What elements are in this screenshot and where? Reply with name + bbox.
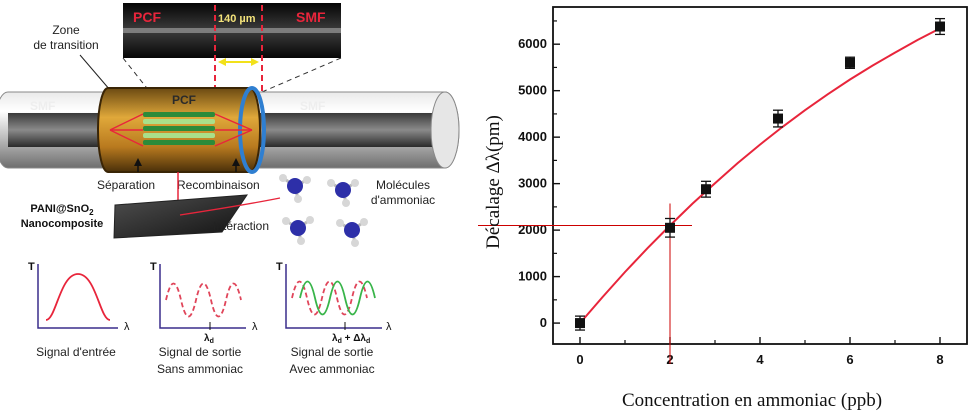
x-tick-label: 0 — [576, 352, 583, 367]
gap-arrow-left-head — [218, 58, 226, 66]
ammonia-molecule — [327, 179, 359, 207]
shifted-signal-curve — [299, 280, 376, 316]
separation-arrow-head — [134, 158, 142, 166]
light-rays — [109, 113, 253, 147]
lambda-d-marker: λd — [204, 333, 214, 345]
panel-without-x: λ — [252, 321, 258, 333]
air-hole-lattice — [143, 112, 215, 145]
sensor-schematic: PCF 140 µm SMF Zone de transition SMF SMF… — [0, 0, 470, 415]
ammonia-molecule — [282, 216, 314, 245]
interaction-line — [179, 197, 281, 216]
molecules-label: Molécules d'ammoniac — [371, 178, 435, 207]
recombination-arrow-head — [232, 158, 240, 166]
micrograph-gap-label: 140 µm — [218, 13, 256, 25]
transition-zone-pointer — [79, 54, 111, 91]
transition-zone-label: Zone de transition — [33, 23, 98, 52]
lambda-shift-marker: λd + Δλd — [332, 333, 370, 345]
left-smf-label: SMF — [30, 99, 55, 113]
data-point — [773, 113, 783, 124]
data-points-group — [575, 17, 945, 331]
ammonia-molecule — [279, 174, 311, 203]
material-label: PANI@SnO2 Nanocomposite — [21, 203, 104, 230]
panel-output-without: T λ λd Signal de sortie Sans ammoniac — [150, 261, 258, 376]
panel-without-axes — [159, 264, 246, 329]
fit-curve — [579, 27, 941, 324]
interaction-label: Intéraction — [213, 219, 269, 233]
panel-with-caption: Signal de sortie Avec ammoniac — [289, 345, 374, 376]
chart-y-label: Décalage Δλ(pm) — [483, 115, 504, 249]
panel-with-y: T — [276, 261, 283, 273]
y-tick-label: 4000 — [518, 129, 547, 144]
panel-input-axes — [37, 264, 118, 329]
chart-x-label: Concentration en ammoniac (ppb) — [622, 390, 882, 411]
pcf-label: PCF — [172, 93, 196, 107]
fit-curve-group — [579, 27, 941, 324]
zoom-line-left — [122, 57, 151, 93]
y-tick-label: 3000 — [518, 176, 547, 191]
recombination-label: Recombinaison — [177, 178, 260, 192]
y-tick-label: 2000 — [518, 222, 547, 237]
panel-without-caption: Signal de sortie Sans ammoniac — [157, 345, 243, 376]
panel-input-y: T — [28, 261, 35, 273]
y-tick-label: 1000 — [518, 269, 547, 284]
data-point — [575, 318, 585, 329]
data-point — [935, 21, 945, 32]
reference-signal-curve — [291, 280, 368, 316]
panel-input-caption: Signal d'entrée — [36, 345, 116, 359]
plot-frame — [552, 6, 968, 345]
fiber-end-face — [430, 91, 460, 169]
panel-without-y: T — [150, 261, 157, 273]
panel-input: T λ Signal d'entrée — [28, 261, 130, 359]
panel-output-with: T λ λd + Δλd Signal de sortie Avec ammoni… — [276, 261, 392, 376]
panel-input-x: λ — [124, 321, 130, 333]
micrograph-pcf-label: PCF — [133, 9, 161, 25]
calibration-chart: 024680100020003000400050006000 Concentra… — [470, 0, 980, 415]
micrograph-smf-label: SMF — [296, 9, 326, 25]
x-tick-label: 8 — [936, 352, 943, 367]
ammonia-molecule — [336, 218, 368, 247]
input-signal-curve — [45, 273, 111, 321]
fiber-micrograph: PCF 140 µm SMF — [122, 3, 342, 93]
reference-lines-group — [478, 203, 692, 364]
separation-label: Séparation — [97, 178, 155, 192]
output-signal-curve — [165, 282, 242, 318]
schematic-svg: PCF 140 µm SMF Zone de transition SMF SMF… — [0, 3, 460, 376]
zoom-line-right — [261, 57, 342, 93]
x-tick-label: 4 — [756, 352, 764, 367]
y-tick-label: 5000 — [518, 83, 547, 98]
data-point — [665, 222, 675, 233]
fiber-sensor: SMF SMF PCF Séparation Recombinaison — [0, 86, 460, 192]
pani-chip — [113, 194, 248, 239]
gap-arrow-right-head — [251, 58, 259, 66]
panel-with-x: λ — [386, 321, 392, 333]
chart-axes-group: 024680100020003000400050006000 — [518, 6, 968, 367]
right-smf-label: SMF — [300, 99, 325, 113]
chart-svg: 024680100020003000400050006000 Concentra… — [478, 6, 968, 411]
y-tick-label: 6000 — [518, 36, 547, 51]
panel-with-axes — [285, 264, 382, 329]
ammonia-molecules — [279, 174, 368, 247]
data-point — [701, 184, 711, 195]
y-tick-label: 0 — [540, 315, 547, 330]
x-tick-label: 6 — [846, 352, 853, 367]
data-point — [845, 57, 855, 68]
